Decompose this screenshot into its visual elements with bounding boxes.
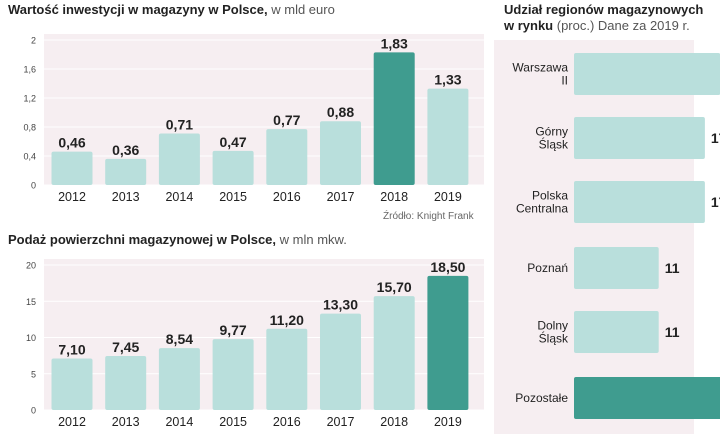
chart1-title-block: Wartość inwestycji w magazyny w Polsce, … — [8, 2, 335, 17]
chart3-category-label: II — [561, 74, 568, 88]
chart1-xtick-label: 2012 — [58, 190, 86, 204]
chart2-xtick-label: 2019 — [434, 415, 462, 429]
chart2-xtick-label: 2018 — [380, 415, 408, 429]
chart2-value-label: 9,77 — [219, 322, 246, 338]
chart1-xtick-label: 2019 — [434, 190, 462, 204]
chart3-category-label: Górny — [535, 125, 568, 139]
chart3-category-label: Pozostałe — [515, 391, 568, 405]
chart1-ytick-label: 2 — [31, 36, 36, 46]
chart1-bar — [320, 121, 361, 185]
chart1-ytick-label: 1,6 — [23, 65, 36, 75]
chart3-category-label: Śląsk — [539, 137, 569, 152]
chart2-ytick-label: 20 — [26, 261, 36, 271]
chart3-panel-bg — [494, 40, 694, 434]
chart2-value-label: 11,20 — [270, 312, 304, 328]
chart1-xtick-label: 2018 — [380, 190, 408, 204]
chart2-bar — [158, 348, 200, 410]
chart3-category-label: Polska — [532, 189, 568, 203]
chart1-bar — [373, 52, 415, 186]
chart1-value-label: 1,33 — [434, 72, 461, 88]
chart3-bar — [574, 53, 720, 95]
chart2-plot: 0 5 10 15 20 7,10 2012 7,45 2013 8,54 2014 9,77 2015… — [26, 259, 484, 429]
chart2-value-label: 18,50 — [430, 259, 465, 275]
chart2-ytick-label: 5 — [31, 369, 36, 379]
chart3-category-label: Poznań — [527, 261, 568, 275]
chart2-value-label: 7,10 — [58, 342, 85, 358]
chart3-title-line1: Udział regionów magazynowych — [504, 2, 704, 17]
chart3-bar — [574, 311, 659, 353]
chart1-plot: 0 0,4 0,8 1,2 1,6 2 0,46 2012 0,36 2013 0,71 2014 0,… — [23, 34, 484, 204]
chart1-value-label: 0,77 — [273, 112, 300, 128]
chart1-value-label: 1,83 — [381, 35, 408, 51]
chart2-value-label: 13,30 — [323, 297, 358, 313]
chart3-category-label: Centralna — [516, 202, 568, 216]
chart1-subtitle: w mld euro — [271, 2, 335, 17]
chart3-bar — [574, 377, 720, 419]
chart2-xtick-label: 2016 — [273, 415, 301, 429]
chart2-bar — [427, 275, 469, 410]
chart1-xtick-label: 2015 — [219, 190, 247, 204]
chart3-title-block: w rynku (proc.) Dane za 2019 r. — [504, 18, 690, 33]
chart2-value-label: 8,54 — [166, 331, 193, 347]
chart3-category-label: Dolny — [537, 319, 568, 333]
chart2-bar — [373, 296, 415, 410]
chart1-xtick-label: 2014 — [165, 190, 193, 204]
chart1-xtick-label: 2013 — [112, 190, 140, 204]
chart2-title: Podaż powierzchni magazynowej w Polsce, — [8, 232, 277, 247]
chart2-xtick-label: 2014 — [165, 415, 193, 429]
chart3-value-label: 17 — [711, 130, 720, 146]
chart3-bar — [574, 247, 659, 289]
chart2-xtick-label: 2017 — [327, 415, 355, 429]
chart1-source: Źródło: Knight Frank — [383, 211, 474, 222]
chart1-bar — [158, 133, 200, 185]
chart2-xtick-label: 2015 — [219, 415, 247, 429]
chart2-xtick-label: 2013 — [112, 415, 140, 429]
chart1-xtick-label: 2016 — [273, 190, 301, 204]
chart1-value-label: 0,71 — [166, 117, 193, 133]
chart2-bar — [51, 358, 93, 410]
chart1-bar — [51, 151, 93, 185]
chart3-bar — [574, 181, 705, 223]
chart3-value-label: 11 — [665, 260, 680, 276]
chart1-value-label: 0,47 — [219, 134, 246, 150]
chart1-xtick-label: 2017 — [327, 190, 355, 204]
chart2-bar — [105, 355, 147, 410]
chart3-category-label: Warszawa — [512, 61, 568, 75]
chart1-ytick-label: 0 — [31, 181, 36, 191]
chart1-bar — [105, 158, 147, 185]
chart1-bar — [427, 88, 469, 185]
chart3-value-label: 17 — [711, 194, 720, 210]
chart3-category-label: Śląsk — [539, 331, 569, 346]
chart3-bar — [574, 117, 705, 159]
chart2-value-label: 15,70 — [377, 279, 412, 295]
chart1-value-label: 0,88 — [327, 104, 354, 120]
chart2-xtick-label: 2012 — [58, 415, 86, 429]
chart2-value-label: 7,45 — [112, 339, 139, 355]
chart1-ytick-label: 1,2 — [23, 94, 36, 104]
chart1-value-label: 0,46 — [58, 135, 85, 151]
chart2-bar — [266, 328, 308, 410]
chart2-subtitle: w mln mkw. — [279, 232, 347, 247]
chart3-subtitle: (proc.) Dane za 2019 r. — [556, 18, 690, 33]
chart2-ytick-label: 0 — [31, 406, 36, 416]
chart1-bar — [266, 129, 308, 185]
chart3-title-line2: w rynku — [504, 18, 554, 33]
chart2-ytick-label: 15 — [26, 297, 36, 307]
chart3-value-label: 11 — [665, 324, 680, 340]
chart1-bar — [212, 150, 254, 185]
chart3-plot: 19WarszawaII17GórnyŚląsk17PolskaCentraln… — [494, 40, 720, 434]
chart2-title-block: Podaż powierzchni magazynowej w Polsce, … — [8, 232, 347, 247]
chart2-ytick-label: 10 — [26, 333, 36, 343]
chart1-title: Wartość inwestycji w magazyny w Polsce, — [8, 2, 268, 17]
chart2-bar — [320, 313, 361, 410]
chart1-value-label: 0,36 — [112, 142, 139, 158]
chart1-ytick-label: 0,8 — [23, 123, 36, 133]
chart2-bar — [212, 339, 254, 410]
chart1-ytick-label: 0,4 — [23, 152, 36, 162]
